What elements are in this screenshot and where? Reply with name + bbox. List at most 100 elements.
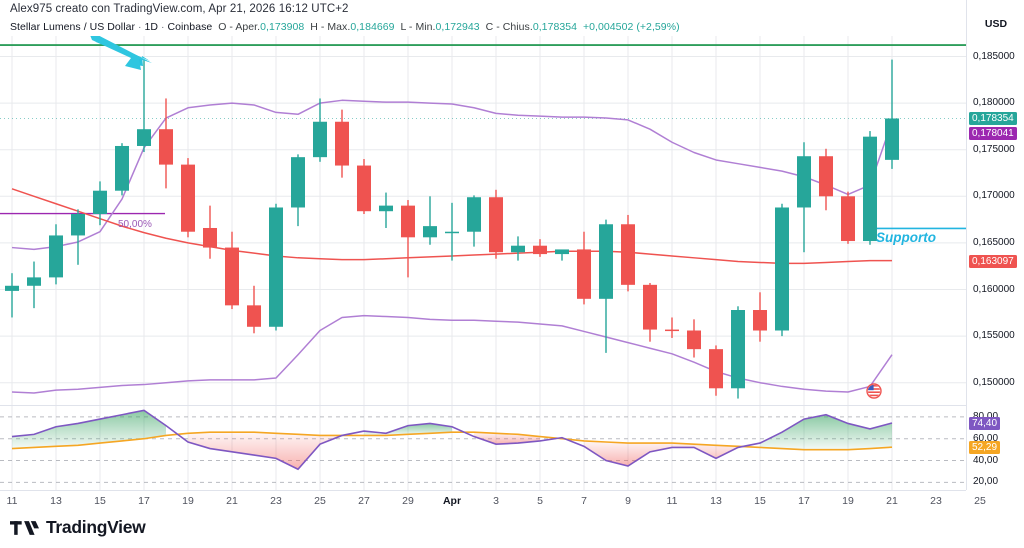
candlestick	[555, 249, 569, 261]
candlestick	[49, 224, 63, 285]
price-chart-pane[interactable]	[0, 36, 966, 406]
time-tick-label: 15	[94, 495, 106, 507]
legend-high-value: 0,184669	[350, 21, 395, 33]
fib-50-percent-label[interactable]: 50,00%	[118, 219, 152, 230]
candlestick	[709, 345, 723, 396]
candlestick	[599, 219, 613, 353]
candlestick	[247, 285, 261, 334]
attribution-text: Alex975 creato con TradingView.com, Apr …	[10, 3, 349, 15]
candlestick	[269, 203, 283, 331]
time-tick-label: 23	[270, 495, 282, 507]
candlestick	[731, 306, 745, 399]
rsi-line	[11, 409, 893, 471]
bollinger-lower	[11, 314, 893, 394]
rsi-fill-bullish	[12, 410, 166, 449]
legend-open-value: 0,173908	[260, 21, 305, 33]
candlestick	[885, 59, 899, 169]
candlestick	[93, 181, 107, 226]
time-tick-label: Apr	[442, 495, 462, 507]
candlestick	[841, 191, 855, 244]
time-tick-label: 13	[50, 495, 62, 507]
rsi-bottom-rule	[0, 490, 966, 491]
chart-legend[interactable]: Stellar Lumens / US Dollar · 1D · Coinba…	[10, 21, 680, 33]
time-tick-label: 19	[182, 495, 194, 507]
time-tick-label: 17	[798, 495, 810, 507]
supporto-annotation-label[interactable]: Supporto	[876, 230, 936, 245]
candlestick	[291, 154, 305, 227]
tradingview-footer: TradingView	[10, 517, 146, 538]
time-tick-label: 5	[537, 495, 543, 507]
time-tick-label: 11	[6, 495, 18, 507]
legend-open-label: O - Aper.	[218, 21, 261, 33]
price-pill-last-price: 0,178354	[969, 112, 1017, 126]
candlestick	[159, 98, 173, 189]
time-tick-label: 9	[625, 495, 631, 507]
time-tick-label: 21	[226, 495, 238, 507]
price-tick-label: 0,165000	[973, 236, 1015, 248]
legend-low-value: 0,172943	[435, 21, 480, 33]
legend-close-value: 0,178354	[532, 21, 578, 33]
pane-divider	[0, 405, 966, 406]
price-scale-currency: USD	[984, 18, 1008, 30]
us-flag-icon[interactable]	[866, 383, 882, 399]
rsi-fill-bearish	[188, 432, 342, 470]
legend-interval[interactable]: 1D	[144, 21, 159, 33]
time-tick-label: 27	[358, 495, 370, 507]
candlestick	[401, 200, 415, 278]
candlestick	[863, 131, 877, 245]
candlestick	[225, 231, 239, 310]
legend-exchange[interactable]: Coinbase	[167, 21, 213, 33]
price-tick-label: 0,170000	[973, 190, 1015, 202]
time-scale[interactable]: 11 13 15 17 19 21 23 25 27 29 Apr 3 5 7 9 11 13 15 17 19 21 2…	[0, 491, 986, 513]
candlestick	[335, 109, 349, 178]
time-tick-label: 29	[402, 495, 414, 507]
candlestick	[423, 196, 437, 245]
candlestick	[775, 203, 789, 337]
rsi-fill-bullish	[760, 414, 892, 450]
legend-change-abs: +0,004502	[582, 21, 634, 33]
bollinger-upper	[11, 99, 893, 251]
rsi-pill-rsi-ma-value: 52,29	[969, 441, 1001, 455]
time-tick-label: 15	[754, 495, 766, 507]
price-tick-label: 0,180000	[973, 97, 1015, 109]
candlestick	[27, 261, 41, 309]
time-tick-label: 25	[974, 495, 986, 507]
tradingview-logo-icon	[10, 520, 39, 535]
tradingview-brand-label: TradingView	[46, 517, 146, 537]
rsi-tick-label: 80,00	[973, 411, 998, 422]
legend-close-label: C - Chius.	[485, 21, 533, 33]
price-scale[interactable]: USD 0,185000 0,180000 0,175000 0,170000 0,16…	[966, 0, 1024, 490]
candlestick	[203, 205, 217, 259]
time-tick-label: 19	[842, 495, 854, 507]
legend-change-pct: (+2,59%)	[636, 21, 680, 33]
time-tick-label: 3	[493, 495, 499, 507]
price-pill-ma-red: 0,163097	[969, 254, 1017, 268]
candlestick	[643, 282, 657, 342]
rsi-pill-rsi-value: 74,40	[969, 417, 1001, 431]
price-tick-label: 0,155000	[973, 330, 1015, 342]
candlestick	[797, 142, 811, 253]
candlestick	[313, 98, 327, 162]
legend-symbol[interactable]: Stellar Lumens / US Dollar	[10, 21, 136, 33]
candlestick	[379, 192, 393, 228]
price-pill-bb-basis: 0,178041	[969, 127, 1017, 141]
candlestick	[181, 158, 195, 238]
time-tick-label: 23	[930, 495, 942, 507]
time-tick-label: 25	[314, 495, 326, 507]
candlestick	[665, 317, 679, 338]
price-tick-label: 0,150000	[973, 376, 1015, 388]
candlestick	[819, 148, 833, 211]
time-tick-label: 11	[666, 495, 678, 507]
candlestick	[115, 143, 129, 196]
time-tick-label: 17	[138, 495, 150, 507]
candlestick	[511, 236, 525, 261]
price-tick-label: 0,160000	[973, 283, 1015, 295]
rsi-fill-bearish	[584, 440, 738, 466]
rsi-indicator-pane[interactable]	[0, 406, 966, 490]
candlestick	[533, 239, 547, 257]
candlestick	[467, 195, 481, 247]
price-tick-label: 0,185000	[973, 50, 1015, 62]
candlestick	[489, 189, 503, 259]
rsi-tick-label: 60,00	[973, 432, 999, 444]
